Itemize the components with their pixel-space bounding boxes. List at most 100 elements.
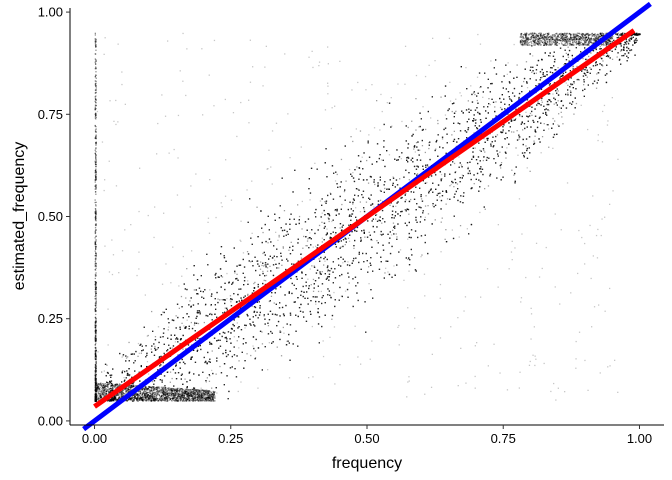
scatter-point [420,235,423,237]
scatter-point [127,388,129,390]
scatter-point [338,299,340,301]
scatter-point [128,368,130,370]
scatter-point [254,358,256,360]
scatter-point [636,39,638,42]
scatter-point [197,345,200,347]
scatter-point [225,351,227,354]
scatter-point [521,85,523,87]
scatter-point [473,91,475,93]
scatter-point [201,296,203,298]
scatter-point [455,171,457,173]
scatter-point [363,210,366,213]
scatter-point [137,355,139,357]
scatter-point [100,396,102,398]
scatter-point [421,129,424,131]
scatter-point [311,229,313,231]
scatter-point [430,175,433,177]
scatter-point [184,363,186,365]
scatter-point [289,228,291,230]
scatter-point [238,264,240,266]
scatter-point [260,210,262,212]
scatter-point [179,339,182,341]
scatter-point [371,246,373,248]
scatter-point [484,72,486,74]
scatter-point [474,109,477,111]
scatter-point [231,328,233,330]
scatter-point [574,97,576,99]
scatter-point [141,399,143,401]
scatter-point [134,370,136,372]
scatter-point [256,311,258,313]
scatter-point [336,183,338,185]
scatter-point [212,372,214,375]
scatter-point [309,310,311,313]
scatter-point [317,229,319,231]
scatter-point [335,232,337,234]
scatter-point [623,46,625,48]
scatter-point [151,310,153,313]
scatter-point [522,129,524,131]
scatter-point [587,71,589,73]
scatter-point [308,285,310,287]
scatter-point [272,274,275,277]
scatter-point [379,220,381,222]
scatter-point [111,390,113,392]
scatter-point [126,372,129,375]
scatter-point [167,349,169,351]
scatter-point [419,125,421,128]
scatter-point [363,231,365,233]
scatter-point [500,179,502,181]
scatter-point [556,104,558,106]
scatter-point [479,180,482,183]
scatter-point [140,365,142,368]
scatter-point [113,396,115,398]
scatter-point [291,263,293,265]
scatter-point [235,301,238,303]
scatter-point [307,303,309,305]
scatter-point [285,268,287,271]
scatter-point [204,361,206,364]
scatter-point [108,392,110,394]
scatter-point [292,343,294,345]
scatter-point [173,385,175,387]
scatter-point [473,174,475,176]
scatter-point [389,237,391,239]
scatter-point [186,398,188,400]
scatter-point [623,49,625,51]
scatter-point [421,145,424,147]
scatter-point [553,133,556,136]
scatter-point [478,72,481,74]
scatter-point [416,174,418,176]
scatter-point [440,208,442,210]
scatter-point [297,345,299,347]
scatter-point [537,100,539,102]
scatter-point [218,276,220,278]
scatter-point [553,51,555,53]
scatter-point [594,39,596,41]
scatter-point [142,399,144,401]
scatter-point [513,174,515,176]
scatter-point [341,295,343,298]
scatter-point [267,313,269,315]
scatter-point [476,172,479,175]
scatter-point [105,393,108,395]
scatter-point [222,352,224,355]
scatter-point [396,149,398,151]
scatter-point [396,159,398,161]
scatter-point [254,281,256,284]
scatter-point [104,395,106,397]
scatter-point [508,122,510,124]
scatter-point [139,397,141,399]
scatter-point [146,366,148,368]
scatter-point [172,345,175,347]
scatter-point [459,162,461,164]
scatter-point [225,260,227,262]
scatter-point [595,62,597,64]
scatter-point [425,128,427,131]
scatter-point [193,387,196,389]
scatter-point [502,131,504,133]
scatter-point [328,220,330,223]
scatter-point [384,165,386,168]
scatter-point [543,44,545,46]
scatter-point [154,336,157,338]
